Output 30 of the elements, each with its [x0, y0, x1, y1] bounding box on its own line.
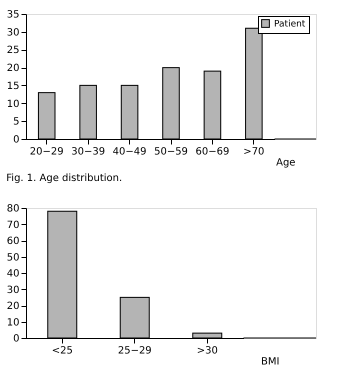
y-tick-label: 20	[6, 301, 20, 312]
y-tick-label: 50	[6, 252, 20, 264]
x-axis-title: Age	[276, 158, 296, 168]
caption: Fig. 1. Age distribution.	[6, 173, 122, 184]
x-tick-label: 25−29	[118, 346, 152, 356]
x-tick-label: >30	[196, 346, 218, 356]
y-tick-label: 35	[6, 10, 20, 20]
x-tick-label: 30−39	[71, 146, 106, 158]
legend-label: Patient	[274, 20, 306, 30]
y-tick-label: 10	[6, 317, 20, 328]
y-tick-label: 30	[6, 284, 20, 296]
y-tick-label: 80	[6, 204, 20, 214]
x-tick-label: 50−59	[154, 146, 188, 158]
y-tick-label: 15	[6, 80, 20, 92]
y-tick-label: 5	[13, 116, 20, 128]
x-tick-label: 20−29	[30, 146, 64, 158]
y-tick-label: 70	[6, 220, 20, 231]
y-tick-label: 40	[6, 268, 20, 280]
y-tick-label: 30	[6, 27, 20, 38]
x-tick-label: 60−69	[196, 146, 230, 158]
x-tick-label: <25	[52, 346, 73, 356]
y-tick-label: 0	[13, 134, 20, 146]
x-tick-label: >70	[243, 146, 264, 158]
x-tick-label: 40−49	[112, 146, 146, 158]
y-tick-label: 60	[6, 236, 20, 247]
y-tick-label: 25	[6, 45, 20, 56]
x-axis-title: BMI	[261, 356, 280, 368]
y-tick-label: 20	[6, 63, 20, 74]
y-tick-label: 0	[13, 334, 20, 344]
y-tick-label: 10	[6, 98, 20, 110]
